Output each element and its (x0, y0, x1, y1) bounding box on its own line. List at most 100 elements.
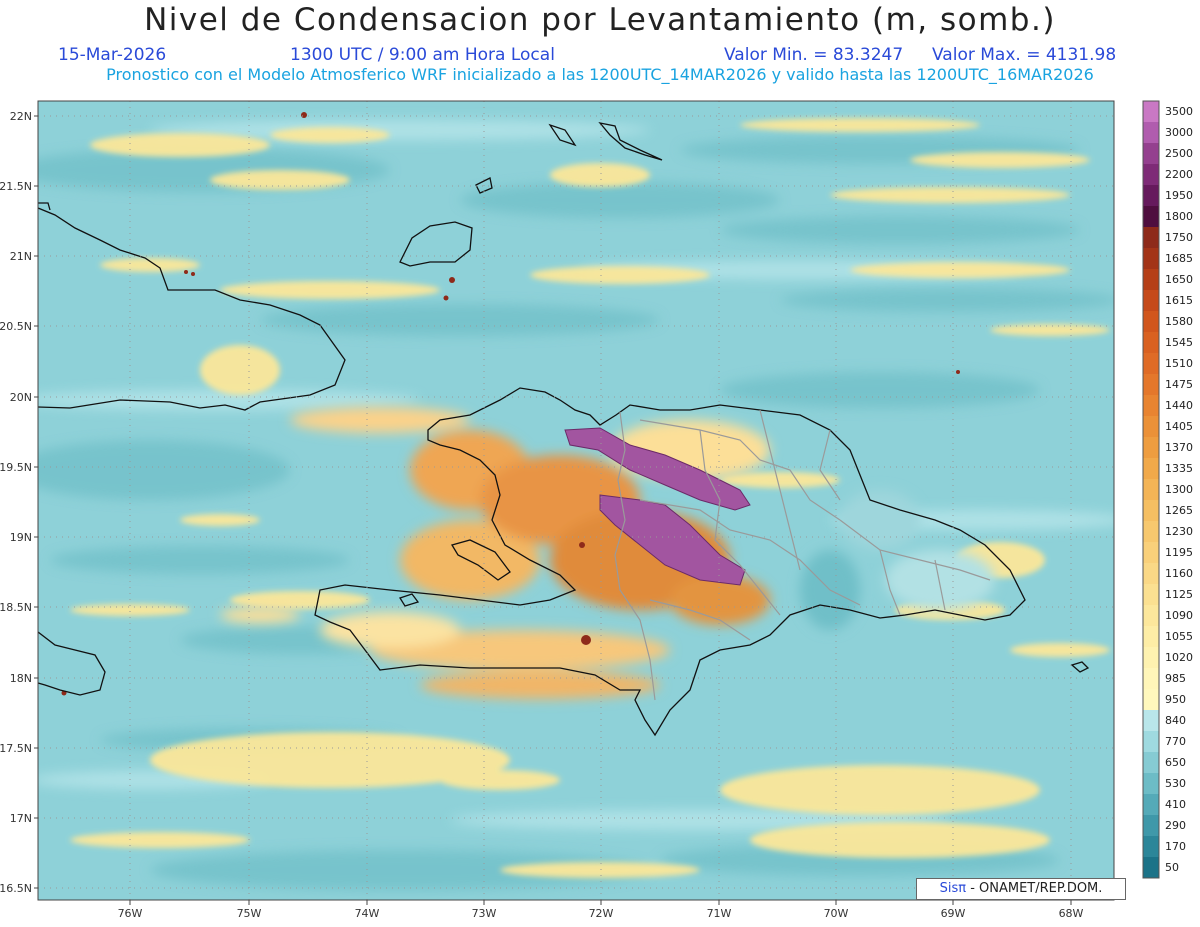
colorbar-label: 530 (1165, 777, 1186, 790)
colorbar-label: 1230 (1165, 525, 1193, 538)
lat-label: 16.5N (0, 882, 32, 895)
colorbar-swatch (1143, 521, 1159, 542)
colorbar-swatch (1143, 710, 1159, 731)
max-value: Valor Max. = 4131.98 (932, 45, 1117, 65)
colorbar-label: 2500 (1165, 147, 1193, 160)
credit-box: Sisπ - ONAMET/REP.DOM. (916, 878, 1126, 900)
lat-label: 22N (10, 110, 32, 123)
colorbar-label: 1615 (1165, 294, 1193, 307)
colorbar-label: 1090 (1165, 609, 1193, 622)
map-title: Nivel de Condensacion por Levantamiento … (144, 2, 1056, 38)
colorbar-label: 1750 (1165, 231, 1193, 244)
colorbar-swatch (1143, 164, 1159, 185)
colorbar-swatch (1143, 836, 1159, 857)
colorbar-swatch (1143, 311, 1159, 332)
colorbar-label: 1800 (1165, 210, 1193, 223)
colorbar-swatch (1143, 395, 1159, 416)
colorbar-swatch (1143, 815, 1159, 836)
lon-label: 70W (824, 907, 849, 920)
colorbar-swatch (1143, 500, 1159, 521)
colorbar-label: 1370 (1165, 441, 1193, 454)
colorbar-label: 1650 (1165, 273, 1193, 286)
lon-label: 72W (589, 907, 614, 920)
longitude-labels: 76W 75W 74W 73W 72W 71W 70W 69W 68W (118, 907, 1084, 920)
colorbar-label: 1510 (1165, 357, 1193, 370)
colorbar-label: 3500 (1165, 105, 1193, 118)
shaded-field (38, 101, 1114, 900)
colorbar-swatch (1143, 374, 1159, 395)
colorbar-label: 410 (1165, 798, 1186, 811)
colorbar-swatch (1143, 479, 1159, 500)
colorbar-swatch (1143, 857, 1159, 878)
province-borders (614, 409, 991, 701)
colorbar-swatch (1143, 458, 1159, 479)
lat-label: 19.5N (0, 461, 32, 474)
colorbar-label: 50 (1165, 861, 1179, 874)
colorbar-swatch (1143, 689, 1159, 710)
colorbar-swatch (1143, 773, 1159, 794)
colorbar-label: 840 (1165, 714, 1186, 727)
colorbar-label: 1335 (1165, 462, 1193, 475)
colorbar-label: 1545 (1165, 336, 1193, 349)
colorbar-label: 170 (1165, 840, 1186, 853)
lon-label: 75W (237, 907, 262, 920)
colorbar-swatch (1143, 731, 1159, 752)
lat-label: 20N (10, 391, 32, 404)
min-value: Valor Min. = 83.3247 (724, 45, 904, 65)
lat-label: 17N (10, 812, 32, 825)
colorbar-label: 1580 (1165, 315, 1193, 328)
lon-label: 71W (707, 907, 732, 920)
colorbar-label: 1300 (1165, 483, 1193, 496)
colorbar-label: 950 (1165, 693, 1186, 706)
lon-label: 73W (472, 907, 497, 920)
colorbar-label: 1440 (1165, 399, 1193, 412)
colorbar-swatch (1143, 122, 1159, 143)
lat-label: 20.5N (0, 320, 32, 333)
latitude-labels: 22N 21.5N 21N 20.5N 20N 19.5N 19N 18.5N … (0, 110, 32, 895)
colorbar-swatch (1143, 416, 1159, 437)
colorbar-label: 650 (1165, 756, 1186, 769)
colorbar-label: 1160 (1165, 567, 1193, 580)
colorbar-swatch (1143, 185, 1159, 206)
colorbar-label: 1950 (1165, 189, 1193, 202)
colorbar-swatch (1143, 563, 1159, 584)
colorbar-label: 1685 (1165, 252, 1193, 265)
colorbar-label: 1265 (1165, 504, 1193, 517)
colorbar-swatch (1143, 269, 1159, 290)
colorbar-swatch (1143, 353, 1159, 374)
colorbar-swatch (1143, 437, 1159, 458)
forecast-date: 15-Mar-2026 (58, 45, 167, 65)
lat-label: 18N (10, 672, 32, 685)
colorbar-swatch (1143, 626, 1159, 647)
colorbar-swatch (1143, 668, 1159, 689)
credit-text: - ONAMET/REP.DOM. (966, 881, 1103, 896)
lat-label: 21N (10, 250, 32, 263)
colorbar-swatch (1143, 143, 1159, 164)
colorbar-swatch (1143, 542, 1159, 563)
plot-frame (37, 100, 1115, 901)
colorbar-label: 770 (1165, 735, 1186, 748)
colorbar-swatch (1143, 605, 1159, 626)
colorbar-swatch (1143, 794, 1159, 815)
lat-label: 18.5N (0, 601, 32, 614)
lat-label: 17.5N (0, 742, 32, 755)
colorbar-label: 985 (1165, 672, 1186, 685)
colorbar-label: 1405 (1165, 420, 1193, 433)
colorbar-swatch (1143, 752, 1159, 773)
lat-label: 19N (10, 531, 32, 544)
colorbar-label: 1055 (1165, 630, 1193, 643)
colorbar-swatch (1143, 647, 1159, 668)
forecast-time: 1300 UTC / 9:00 am Hora Local (290, 45, 555, 65)
colorbar-swatch (1143, 290, 1159, 311)
colorbar-label: 1195 (1165, 546, 1193, 559)
colorbar-label: 1475 (1165, 378, 1193, 391)
colorbar-swatch (1143, 206, 1159, 227)
colorbar-swatch (1143, 248, 1159, 269)
colorbar-label: 2200 (1165, 168, 1193, 181)
lat-label: 21.5N (0, 180, 32, 193)
lon-label: 74W (355, 907, 380, 920)
lon-label: 76W (118, 907, 143, 920)
colorbar: 3500 3000 2500 2200 1950 1800 1750 1685 1650 1615… (1142, 100, 1193, 879)
colorbar-label: 3000 (1165, 126, 1193, 139)
